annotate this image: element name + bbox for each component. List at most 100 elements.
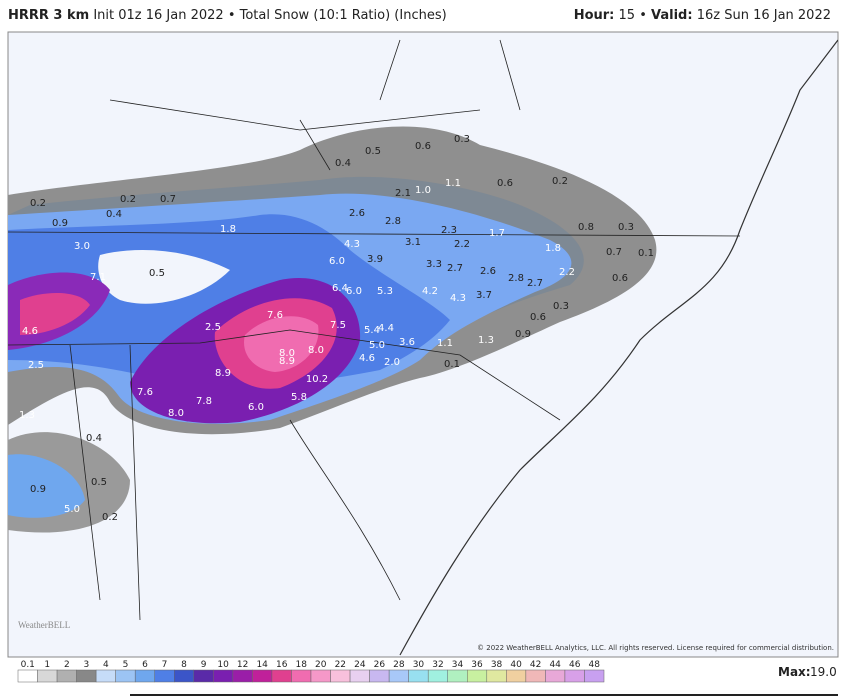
snow-label: 5.0: [369, 340, 385, 351]
snow-label: 2.2: [454, 239, 470, 250]
title: Init 01z 16 Jan 2022 • Total Snow (10:1 …: [93, 8, 447, 23]
colorbar-swatch: [76, 669, 97, 683]
colorbar-tick: 0.1: [21, 660, 35, 670]
snow-label: 3.7: [476, 290, 492, 301]
colorbar-tick: 20: [315, 660, 327, 670]
snow-label: 1.3: [478, 335, 494, 346]
colorbar-tick: 3: [83, 660, 89, 670]
colorbar-tick: 2: [64, 660, 70, 670]
snow-fields: [8, 39, 838, 656]
snow-label: 5.4: [364, 325, 380, 336]
snow-label: 4.3: [450, 293, 466, 304]
snow-label: 7.6: [267, 310, 283, 321]
colorbar-tick: 18: [296, 660, 308, 670]
colorbar-swatch: [95, 669, 116, 683]
colorbar-tick: 16: [276, 660, 288, 670]
colorbar-swatch: [232, 669, 253, 683]
snow-label: 8.9: [215, 368, 231, 379]
colorbar-tick: 42: [530, 660, 541, 670]
colorbar-tick: 4: [103, 660, 109, 670]
colorbar-tick: 7: [162, 660, 168, 670]
snow-label: 0.4: [335, 158, 351, 169]
snow-label: 7.5: [330, 320, 346, 331]
colorbar-swatch: [584, 669, 605, 683]
valid: 16z Sun 16 Jan 2022: [696, 8, 831, 23]
snow-label: 2.6: [480, 266, 496, 277]
colorbar-swatch: [427, 669, 448, 683]
colorbar-tick: 10: [217, 660, 229, 670]
colorbar-swatch: [291, 669, 312, 683]
snow-label: 0.4: [106, 209, 122, 220]
snow-label: 2.7: [527, 278, 543, 289]
colorbar-swatch: [56, 669, 77, 683]
colorbar-swatch: [349, 669, 370, 683]
snow-label: 1.3: [19, 410, 35, 421]
snow-label: 3.3: [426, 259, 442, 270]
colorbar-tick: 9: [201, 660, 207, 670]
colorbar-swatch: [252, 669, 273, 683]
snow-label: 0.9: [52, 218, 68, 229]
snow-label: 0.3: [618, 222, 634, 233]
colorbar-swatch: [545, 669, 566, 683]
snow-label: 0.9: [30, 484, 46, 495]
model: HRRR 3 km: [8, 8, 90, 23]
colorbar-swatch: [193, 669, 214, 683]
colorbar-swatch: [154, 669, 175, 683]
colorbar-tick: 1: [44, 660, 50, 670]
valid-label: Valid:: [651, 8, 693, 23]
snow-label: 6.0: [346, 286, 362, 297]
snow-label: 0.9: [515, 329, 531, 340]
colorbar-tick: 48: [589, 660, 601, 670]
snow-label: 0.2: [120, 194, 136, 205]
colorbar-tick: 8: [181, 660, 187, 670]
colorbar-tick: 46: [569, 660, 581, 670]
snow-label: 8.0: [168, 408, 184, 419]
colorbar-tick: 32: [432, 660, 443, 670]
hour: 15 •: [618, 8, 647, 23]
colorbar-swatch: [115, 669, 136, 683]
snow-label: 0.7: [160, 194, 176, 205]
snow-label: 0.6: [497, 178, 513, 189]
colorbar-swatch: [467, 669, 488, 683]
colorbar-tick: 36: [471, 660, 483, 670]
colorbar-tick: 34: [452, 660, 464, 670]
snow-label: 2.0: [384, 357, 400, 368]
colorbar-tick: 14: [256, 660, 268, 670]
colorbar-swatch: [388, 669, 409, 683]
snow-label: 8.9: [279, 356, 295, 367]
snow-label: 3.0: [74, 241, 90, 252]
snow-label: 1.8: [545, 243, 561, 254]
snow-label: 2.7: [447, 263, 463, 274]
colorbar-swatch: [17, 669, 38, 683]
snow-label: 6.4: [332, 283, 348, 294]
colorbar-tick: 5: [123, 660, 129, 670]
colorbar-tick: 28: [393, 660, 405, 670]
snow-label: 2.5: [28, 360, 44, 371]
snow-label: 0.6: [415, 141, 431, 152]
snow-label: 0.3: [553, 301, 569, 312]
snow-label: 3.9: [367, 254, 383, 265]
snow-label: 0.2: [552, 176, 568, 187]
colorbar-swatch: [330, 669, 351, 683]
colorbar-tick: 6: [142, 660, 148, 670]
snow-label: 5.3: [377, 286, 393, 297]
snow-label: 6.0: [329, 256, 345, 267]
snow-label: 2.5: [205, 322, 221, 333]
hour-label: Hour:: [573, 8, 615, 23]
snow-label: 0.7: [606, 247, 622, 258]
colorbar-tick: 22: [335, 660, 346, 670]
snow-label: 2.1: [395, 188, 411, 199]
snow-label: 0.5: [91, 477, 107, 488]
snow-label: 4.4: [378, 323, 394, 334]
snow-label: 0.4: [86, 433, 102, 444]
colorbar-swatch: [447, 669, 468, 683]
snow-label: 4.6: [22, 326, 38, 337]
snow-label: 3.6: [399, 337, 415, 348]
colorbar-swatch: [564, 669, 585, 683]
colorbar-swatch: [506, 669, 527, 683]
snow-label: 2.8: [508, 273, 524, 284]
snow-label: 1.1: [437, 338, 453, 349]
max-label: Max:: [778, 665, 811, 679]
snow-label: 0.5: [149, 268, 165, 279]
colorbar-swatch: [213, 669, 234, 683]
